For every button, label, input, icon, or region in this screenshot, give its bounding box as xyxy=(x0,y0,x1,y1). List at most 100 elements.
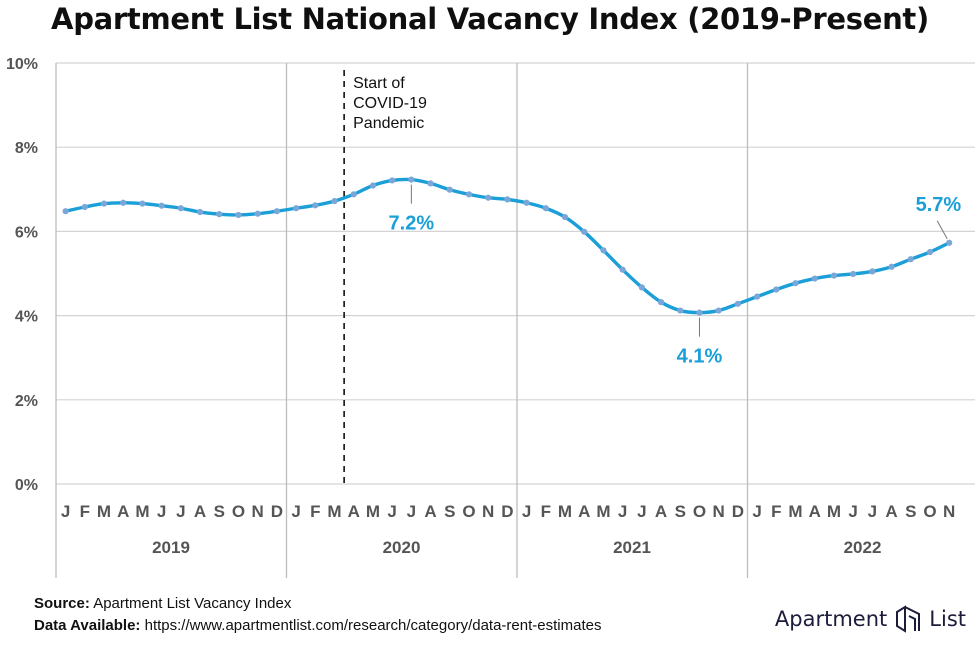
data-point xyxy=(350,191,357,198)
data-point xyxy=(677,307,684,314)
month-label: A xyxy=(348,502,360,521)
data-point xyxy=(81,203,88,211)
data-point xyxy=(254,210,261,217)
month-label: J xyxy=(61,502,70,521)
month-label: O xyxy=(232,502,245,521)
covid-annotation-line: Start of xyxy=(353,75,405,92)
month-label: J xyxy=(176,502,185,521)
data-point xyxy=(331,197,338,205)
data-point xyxy=(389,177,396,184)
month-label: J xyxy=(752,502,761,521)
data-point xyxy=(120,199,127,206)
data-point xyxy=(196,208,204,216)
data-point xyxy=(926,248,934,256)
month-label: A xyxy=(117,502,129,521)
month-label: D xyxy=(732,502,744,521)
data-point xyxy=(696,309,703,316)
month-label: A xyxy=(655,502,667,521)
data-point xyxy=(561,213,569,221)
data-point xyxy=(734,300,741,307)
data-point xyxy=(446,186,453,193)
month-label: S xyxy=(905,502,916,521)
data-point xyxy=(177,205,184,212)
value-annotation: 5.7% xyxy=(916,194,962,216)
x-axis-year-labels: 2019 2020 2021 2022 xyxy=(152,538,881,557)
data-point xyxy=(542,205,549,212)
source-note: Source: Apartment List Vacancy Index xyxy=(34,595,291,612)
month-label: J xyxy=(618,502,627,521)
month-label: O xyxy=(462,502,475,521)
month-label: N xyxy=(482,502,494,521)
data-point xyxy=(773,286,780,293)
data-point xyxy=(754,293,761,300)
y-axis-tick-labels: 0% 2% 4% 6% 8% 10% xyxy=(6,56,38,494)
month-label: M xyxy=(788,502,802,521)
month-label: J xyxy=(157,502,166,521)
month-label: J xyxy=(291,502,300,521)
month-label: F xyxy=(541,502,551,521)
data-point xyxy=(293,205,300,212)
data-point xyxy=(465,191,473,198)
data-point xyxy=(600,247,607,254)
data-point xyxy=(619,266,626,273)
data-point xyxy=(427,180,434,187)
month-label: N xyxy=(252,502,264,521)
month-label: D xyxy=(271,502,283,521)
data-point xyxy=(792,280,799,287)
data-available-note: Data Available: https://www.apartmentlis… xyxy=(34,617,601,634)
vacancy-series xyxy=(62,176,953,316)
year-label-2021: 2021 xyxy=(613,538,651,557)
y-tick-label-0: 0% xyxy=(15,477,38,494)
month-label: S xyxy=(214,502,225,521)
month-label: S xyxy=(675,502,686,521)
data-point xyxy=(888,263,895,270)
data-point xyxy=(504,196,511,203)
data-point xyxy=(100,200,108,207)
data-point xyxy=(657,299,665,306)
month-label: J xyxy=(522,502,531,521)
covid-annotation-line: Pandemic xyxy=(353,115,424,132)
y-tick-label-4: 4% xyxy=(15,309,38,326)
month-label: N xyxy=(943,502,955,521)
data-point xyxy=(139,200,146,207)
month-label: D xyxy=(501,502,513,521)
annotation-leader-line xyxy=(936,220,948,240)
month-label: M xyxy=(135,502,149,521)
y-tick-label-10: 10% xyxy=(6,56,38,73)
month-label: M xyxy=(827,502,841,521)
covid-annotation: Start of COVID-19 Pandemic xyxy=(343,70,427,484)
data-point xyxy=(485,194,492,201)
data-point xyxy=(523,199,530,206)
data-point xyxy=(235,211,242,219)
data-point xyxy=(216,211,223,218)
month-label: J xyxy=(637,502,646,521)
source-label: Source: xyxy=(34,595,90,612)
month-label: A xyxy=(885,502,897,521)
source-text: Apartment List Vacancy Index xyxy=(93,595,292,612)
data-point xyxy=(369,182,377,189)
year-label-2019: 2019 xyxy=(152,538,190,557)
month-label: A xyxy=(809,502,821,521)
month-label: F xyxy=(80,502,90,521)
month-label: M xyxy=(366,502,380,521)
month-label: S xyxy=(444,502,455,521)
data-point xyxy=(581,228,588,235)
data-point xyxy=(946,239,953,246)
data-point xyxy=(312,202,319,209)
month-label: J xyxy=(868,502,877,521)
brand-word-list: List xyxy=(929,607,966,631)
data-point xyxy=(273,208,280,215)
month-label: J xyxy=(387,502,396,521)
data-point xyxy=(638,284,645,291)
data-point xyxy=(408,176,415,183)
year-label-2022: 2022 xyxy=(844,538,882,557)
data-point xyxy=(158,202,165,209)
y-tick-label-6: 6% xyxy=(15,224,38,241)
value-annotation: 4.1% xyxy=(677,346,723,368)
month-label: A xyxy=(578,502,590,521)
month-label: M xyxy=(327,502,341,521)
data-point xyxy=(869,268,876,275)
month-label: O xyxy=(923,502,936,521)
